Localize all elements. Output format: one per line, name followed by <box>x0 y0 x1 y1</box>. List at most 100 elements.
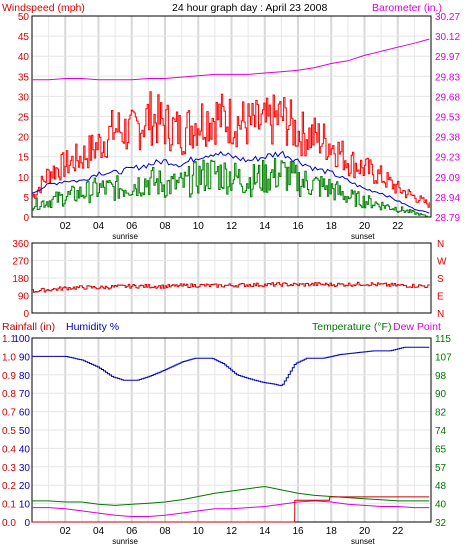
panel3-labels: 02 04 06 08 10 12 14 16 18 20 22 0 10 20 30 40 50 60 70 80 9… <box>2 334 452 546</box>
p1-x-tick: 12 <box>226 221 238 232</box>
direction-tick: 270 <box>12 257 29 268</box>
rainfall-tick: 1.0 <box>2 352 16 363</box>
p3-x-tick: 18 <box>326 526 338 537</box>
chart-title: 24 hour graph day : April 23 2008 <box>172 2 327 14</box>
panel1-series <box>31 38 430 218</box>
p1-sunset-label: sunset <box>351 232 375 241</box>
barometer-tick: 29.53 <box>435 113 460 124</box>
p3-x-tick: 10 <box>193 526 205 537</box>
windspeed-tick: 40 <box>18 52 30 63</box>
rainfall-tick: 0.3 <box>2 463 16 474</box>
p3-x-tick: 02 <box>60 526 72 537</box>
windspeed-axis-label: Windspeed (mph) <box>2 2 85 14</box>
p3-sunrise-label: sunrise <box>112 537 138 546</box>
barometer-tick: 28.94 <box>435 193 460 204</box>
avg_wind-line <box>31 150 430 214</box>
rainfall-tick: 0.1 <box>2 500 16 511</box>
barometer-tick: 29.97 <box>435 52 460 63</box>
direction-tick: 180 <box>12 274 29 285</box>
temperature-tick: 57 <box>435 463 447 474</box>
rainfall-tick: 0.2 <box>2 481 16 492</box>
gust-line <box>32 91 430 208</box>
rainfall-tick: 0.9 <box>2 371 16 382</box>
panel2-frame <box>31 242 432 314</box>
p3-x-tick: 14 <box>259 526 271 537</box>
p1-x-tick: 18 <box>326 221 338 232</box>
p3-x-tick: 08 <box>159 526 171 537</box>
wind_direction-line <box>32 281 430 293</box>
temperature-line <box>32 485 430 506</box>
temperature-tick: 48 <box>435 481 447 492</box>
direction-tick: 0 <box>23 309 29 320</box>
humidity-tick: 0 <box>24 518 30 529</box>
p1-x-tick: 14 <box>259 221 271 232</box>
compass-letter: N <box>437 239 444 250</box>
p1-x-tick: 08 <box>159 221 171 232</box>
humidity-line <box>32 346 430 387</box>
p3-x-tick: 06 <box>126 526 138 537</box>
temperature-tick: 115 <box>435 334 451 345</box>
panel3-grid <box>32 338 431 522</box>
p3-x-tick: 12 <box>226 526 238 537</box>
p3-x-tick: 04 <box>93 526 105 537</box>
barometer-tick: 30.27 <box>435 12 460 23</box>
rainfall-tick: 0.4 <box>2 444 16 455</box>
humidity-tick: 40 <box>19 444 31 455</box>
barometer-tick: 29.38 <box>435 133 460 144</box>
windspeed-tick: 0 <box>23 213 29 224</box>
wind-line <box>32 157 430 218</box>
barometer-tick: 29.83 <box>435 72 460 83</box>
humidity-tick: 50 <box>19 426 31 437</box>
p1-x-tick: 04 <box>93 221 105 232</box>
humidity-tick: 90 <box>19 352 31 363</box>
temperature-axis-label: Temperature (°F) <box>312 321 391 333</box>
rainfall-tick: 0.0 <box>2 518 16 529</box>
p1-sunrise-label: sunrise <box>112 232 138 241</box>
barometer-line <box>32 38 430 81</box>
p1-x-tick: 02 <box>60 221 72 232</box>
dew_point-line <box>32 500 430 517</box>
p3-x-tick: 16 <box>292 526 304 537</box>
panel2-series <box>32 281 430 293</box>
temperature-tick: 74 <box>435 426 447 437</box>
p1-x-tick: 10 <box>193 221 205 232</box>
rainfall-axis-label: Rainfall (in) <box>2 321 55 333</box>
p1-x-tick: 06 <box>126 221 138 232</box>
panel1-labels: 02 04 06 08 10 12 14 16 18 20 22 0 5 10 15 20 25 30 35 40 45… <box>18 12 461 241</box>
temperature-tick: 40 <box>435 500 447 511</box>
barometer-tick: 28.79 <box>435 213 460 224</box>
windspeed-tick: 10 <box>18 173 30 184</box>
rainfall-tick: 1.1 <box>2 334 16 345</box>
compass-letter: S <box>437 274 444 285</box>
windspeed-tick: 15 <box>18 153 30 164</box>
compass-letter: E <box>437 292 444 303</box>
panel3-series <box>32 346 430 523</box>
humidity-tick: 70 <box>19 389 31 400</box>
p3-x-tick: 22 <box>392 526 404 537</box>
barometer-axis-label: Barometer (in.) <box>372 2 442 14</box>
p3-sunset-label: sunset <box>351 537 375 546</box>
panel2-grid <box>32 243 431 313</box>
p3-x-tick: 20 <box>359 526 371 537</box>
rainfall-tick: 0.8 <box>2 389 16 400</box>
humidity-tick: 80 <box>19 371 31 382</box>
windspeed-tick: 25 <box>18 113 30 124</box>
p1-x-tick: 20 <box>359 221 371 232</box>
windspeed-tick: 45 <box>18 32 30 43</box>
compass-letter: W <box>437 257 447 268</box>
rainfall-tick: 0.5 <box>2 426 16 437</box>
barometer-tick: 29.23 <box>435 153 460 164</box>
windspeed-tick: 20 <box>18 133 30 144</box>
direction-tick: 90 <box>18 292 30 303</box>
dewpoint-axis-label: Dew Point <box>393 321 441 333</box>
humidity-tick: 10 <box>19 500 31 511</box>
temperature-tick: 98 <box>435 371 447 382</box>
panel1-frame <box>31 15 432 218</box>
barometer-tick: 30.12 <box>435 32 460 43</box>
temperature-tick: 32 <box>435 518 447 529</box>
windspeed-tick: 35 <box>18 72 30 83</box>
rainfall-line <box>32 496 430 523</box>
humidity-tick: 30 <box>19 463 31 474</box>
